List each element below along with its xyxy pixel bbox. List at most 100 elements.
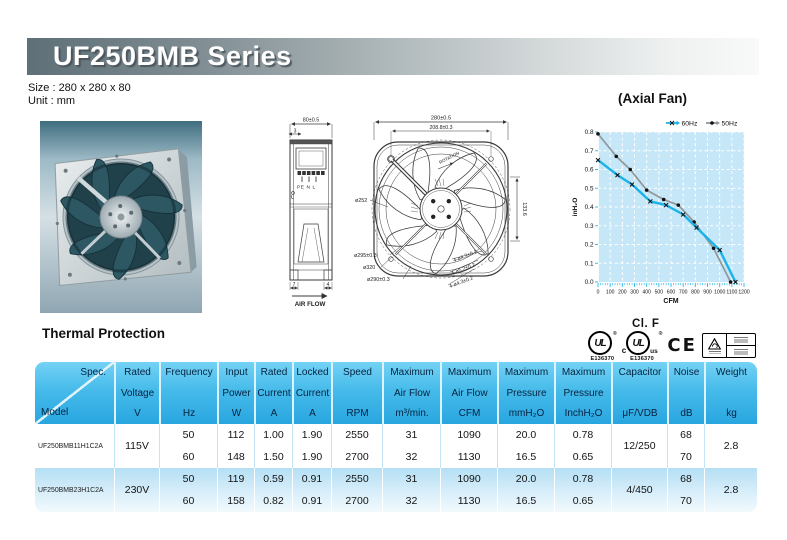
col-header-weight: Weight kg — [704, 362, 757, 424]
dim-flange-label: 3 — [294, 129, 297, 135]
dim-hole-pitch-label: 208.8±0.3 — [429, 125, 452, 131]
cell-noise: 70 — [667, 446, 704, 468]
tuv-badge — [701, 333, 756, 358]
col-header-capacitor: Capacitor μF/VDB — [611, 362, 667, 424]
cell-pressure-mm: 20.0 — [497, 424, 554, 446]
cell-airflow-m3: 31 — [382, 468, 440, 490]
col-header-frequency: Frequency Hz — [159, 362, 217, 424]
cell-rated-current: 1.00 — [254, 424, 292, 446]
cul-us-mark: c UL us ® E136370 — [621, 331, 663, 362]
cell-model: UF250BMB23H1C2A — [38, 486, 104, 494]
cell-voltage: 115V — [114, 424, 159, 468]
model-label: Model — [41, 407, 69, 418]
svg-text:300: 300 — [630, 290, 639, 296]
col-header-rated-current: Rated Current A — [254, 362, 292, 424]
cul-c-label: c — [621, 346, 627, 355]
tuv-triangle-icon — [708, 337, 722, 350]
cell-airflow-m3: 31 — [382, 424, 440, 446]
col-header-input-power: Input Power W — [217, 362, 254, 424]
svg-text:0.5: 0.5 — [585, 185, 594, 192]
cell-rpm: 2700 — [331, 490, 382, 512]
cell-airflow-m3: 32 — [382, 446, 440, 468]
cell-rated-current: 0.82 — [254, 490, 292, 512]
dim-side-label: 133.6 — [521, 202, 527, 216]
cell-airflow-m3: 32 — [382, 490, 440, 512]
corner-header-cell: Spec. Model — [35, 362, 114, 424]
svg-text:50Hz: 50Hz — [722, 120, 738, 127]
svg-text:0.7: 0.7 — [585, 148, 594, 155]
svg-text:inH₂O: inH₂O — [572, 198, 579, 217]
cell-frequency: 50 — [159, 424, 217, 446]
ul-icon: UL — [588, 331, 612, 355]
cell-pressure-inch: 0.78 — [554, 424, 611, 446]
svg-text:0: 0 — [597, 290, 600, 296]
cul-us-label: us — [650, 348, 658, 355]
cell-voltage: 230V — [114, 468, 159, 512]
svg-text:200: 200 — [618, 290, 627, 296]
performance-chart: 0.0 0.1 0.2 0.3 0.4 0.5 0.6 0.7 0.8 0 100 200 300 400… — [572, 120, 750, 305]
cell-pressure-mm: 20.0 — [497, 468, 554, 490]
col-header-speed: Speed RPM — [331, 362, 382, 424]
tuv-microtext — [708, 350, 721, 354]
dim-foot-right-label: 4 — [327, 282, 330, 288]
ul-mark: UL ® E136370 — [588, 331, 617, 362]
tuv-microtext — [734, 348, 749, 355]
cell-pressure-inch: 0.78 — [554, 468, 611, 490]
svg-text:60Hz: 60Hz — [682, 120, 698, 127]
svg-text:400: 400 — [642, 290, 651, 296]
col-header-locked-current: Locked Current A — [292, 362, 331, 424]
svg-text:100: 100 — [606, 290, 615, 296]
ul-file-number: E136370 — [590, 356, 615, 362]
svg-text:1200: 1200 — [738, 290, 749, 296]
ce-mark: CE — [667, 335, 697, 356]
dim-bolt-circle-label: ø290±0.3 — [367, 277, 390, 283]
cell-power: 119 — [217, 468, 254, 490]
cell-airflow-cfm: 1090 — [440, 424, 497, 446]
registered-icon: ® — [658, 331, 663, 337]
registered-icon: ® — [613, 331, 617, 337]
table-row: 60 158 0.82 0.91 2700 32 1130 16.5 0.65 … — [35, 490, 757, 512]
cell-rpm: 2550 — [331, 468, 382, 490]
dim-overall-label: 280±0.5 — [431, 116, 451, 122]
side-view-drawing: 80±0.5 3 PE N L 7 4 AIR FLOW — [276, 112, 346, 314]
cul-icon: UL — [626, 331, 651, 355]
cell-capacitor: 12/250 — [611, 424, 667, 468]
fan-type-label: (Axial Fan) — [618, 91, 688, 106]
cul-file-number: E136370 — [630, 356, 654, 362]
air-flow-label: AIR FLOW — [295, 301, 326, 308]
table-row: UF250BMB23H1C2A 230V 50 119 0.59 0.91 25… — [35, 468, 757, 512]
svg-text:600: 600 — [667, 290, 676, 296]
cell-rpm: 2700 — [331, 446, 382, 468]
svg-text:0.8: 0.8 — [585, 129, 594, 136]
cell-pressure-inch: 0.65 — [554, 446, 611, 468]
spec-table: Spec. Model Rated Voltage V Frequency Hz In… — [35, 362, 757, 512]
dim-foot-left-label: 7 — [293, 282, 296, 288]
rotation-label: ROTATION — [438, 150, 460, 164]
cell-locked-current: 0.91 — [292, 468, 331, 490]
page-title: UF250BMB Series — [53, 41, 292, 71]
cell-capacitor: 4/450 — [611, 468, 667, 512]
thermal-protection-label: Thermal Protection — [42, 326, 166, 341]
terminal-labels: PE N L — [297, 185, 316, 191]
svg-text:800: 800 — [691, 290, 700, 296]
cell-frequency: 60 — [159, 490, 217, 512]
table-header-row: Spec. Model Rated Voltage V Frequency Hz In… — [35, 362, 757, 424]
unit-label: Unit : mm — [28, 95, 76, 107]
svg-text:0.0: 0.0 — [585, 279, 594, 286]
table-row: 60 148 1.50 1.90 2700 32 1130 16.5 0.65 … — [35, 446, 757, 468]
performance-chart-block: 0.0 0.1 0.2 0.3 0.4 0.5 0.6 0.7 0.8 0 100 200 300 400… — [570, 110, 765, 315]
svg-text:900: 900 — [703, 290, 712, 296]
dim-impeller-label: ø252 — [355, 198, 367, 204]
spec-label: Spec. — [80, 367, 106, 378]
cell-noise: 70 — [667, 490, 704, 512]
callout-bottom-label: 4-ø4.3±0.2 — [449, 275, 475, 290]
svg-text:0.4: 0.4 — [585, 204, 594, 211]
cell-noise: 68 — [667, 424, 704, 446]
cell-rated-current: 0.59 — [254, 468, 292, 490]
fan-photo — [40, 121, 202, 313]
cell-frequency: 50 — [159, 468, 217, 490]
cell-locked-current: 1.90 — [292, 446, 331, 468]
size-block: Size : 280 x 280 x 80 Unit : mm — [28, 82, 131, 108]
size-label: Size : 280 x 280 x 80 — [28, 82, 131, 94]
